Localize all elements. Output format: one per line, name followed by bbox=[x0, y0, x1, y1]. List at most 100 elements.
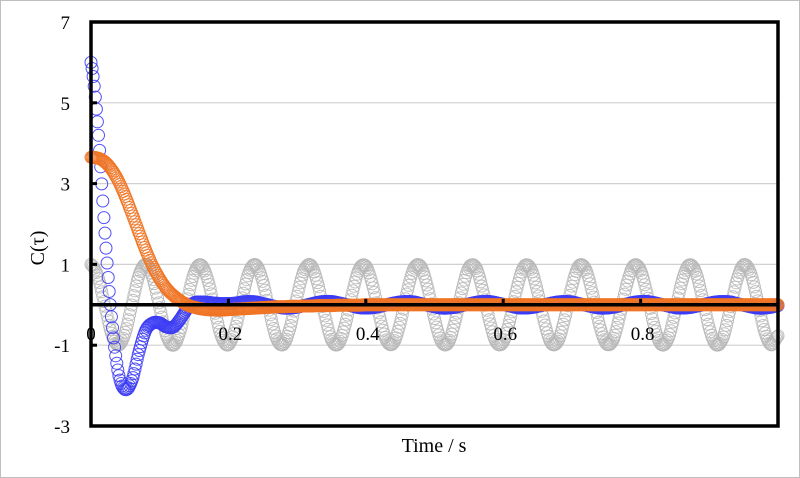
data-point-marker bbox=[511, 276, 525, 290]
data-point-marker bbox=[107, 331, 120, 345]
data-point-marker bbox=[402, 278, 416, 292]
data-point-marker bbox=[115, 334, 129, 348]
data-point-marker bbox=[197, 262, 211, 275]
data-point-marker bbox=[340, 313, 353, 327]
data-point-marker bbox=[92, 128, 105, 142]
data-point-marker bbox=[566, 275, 580, 289]
data-point-marker bbox=[90, 115, 104, 129]
data-point-marker bbox=[415, 261, 429, 275]
x-tick-labels: 0 0.2 0.4 0.6 0.8 bbox=[86, 324, 654, 345]
data-point-marker bbox=[457, 277, 470, 291]
data-point-marker bbox=[87, 79, 101, 93]
data-point-marker bbox=[664, 324, 678, 338]
series-gray-cosine bbox=[84, 257, 785, 352]
x-axis-title: Time / s bbox=[402, 435, 467, 457]
data-point-marker bbox=[123, 308, 137, 322]
data-point-marker bbox=[327, 336, 341, 350]
data-point-marker bbox=[430, 320, 444, 334]
data-point-marker bbox=[97, 295, 111, 308]
data-point-marker bbox=[112, 369, 126, 383]
data-point-marker bbox=[203, 282, 217, 296]
x-tick-label: 0 bbox=[86, 324, 96, 345]
data-point-marker bbox=[626, 259, 640, 273]
data-point-marker bbox=[694, 284, 708, 298]
data-point-marker bbox=[95, 285, 109, 299]
data-point-marker bbox=[755, 314, 769, 328]
data-point-marker bbox=[331, 337, 345, 351]
data-point-marker bbox=[421, 282, 435, 296]
data-point-marker bbox=[128, 362, 142, 376]
data-point-marker bbox=[611, 316, 625, 330]
data-point-marker bbox=[299, 261, 313, 274]
data-point-marker bbox=[245, 259, 259, 273]
data-point-marker bbox=[392, 320, 406, 334]
data-point-marker bbox=[619, 282, 633, 296]
data-point-marker bbox=[658, 337, 672, 351]
data-point-marker bbox=[129, 279, 143, 293]
data-point-marker bbox=[110, 356, 124, 370]
x-tick-label: 0.6 bbox=[493, 324, 517, 345]
data-point-marker bbox=[380, 335, 394, 349]
data-point-marker bbox=[122, 313, 136, 327]
data-point-marker bbox=[447, 319, 461, 333]
y-tick-label: 3 bbox=[61, 175, 71, 196]
data-point-marker bbox=[265, 317, 279, 331]
data-point-marker bbox=[320, 318, 334, 332]
data-point-marker bbox=[394, 312, 408, 326]
y-tick-label: 1 bbox=[61, 255, 71, 276]
data-point-marker bbox=[692, 275, 706, 289]
y-tick-label: 5 bbox=[61, 94, 71, 115]
data-point-marker bbox=[584, 281, 598, 295]
data-point-marker bbox=[106, 321, 119, 335]
data-point-marker bbox=[258, 283, 272, 297]
data-point-marker bbox=[291, 285, 305, 299]
data-point-marker bbox=[721, 314, 734, 328]
data-point-marker bbox=[249, 258, 263, 272]
data-point-marker bbox=[348, 275, 362, 289]
data-point-marker bbox=[645, 312, 659, 326]
data-point-marker bbox=[284, 319, 298, 332]
data-point-marker bbox=[462, 261, 476, 275]
data-point-marker bbox=[385, 338, 399, 352]
data-point-marker bbox=[292, 280, 306, 294]
x-tick-label: 0.4 bbox=[356, 324, 380, 345]
data-point-marker bbox=[99, 241, 113, 255]
data-point-marker bbox=[152, 296, 166, 310]
data-point-marker bbox=[530, 280, 543, 294]
data-point-marker bbox=[97, 211, 111, 225]
data-point-marker bbox=[720, 318, 733, 332]
data-point-marker bbox=[746, 275, 760, 289]
data-point-marker bbox=[583, 277, 597, 291]
data-point-marker bbox=[257, 278, 271, 292]
data-point-marker bbox=[238, 282, 251, 296]
data-point-marker bbox=[119, 322, 133, 336]
data-point-marker bbox=[769, 332, 783, 346]
data-point-marker bbox=[606, 334, 620, 348]
y-tick-label: -1 bbox=[54, 336, 70, 357]
data-point-marker bbox=[111, 363, 125, 377]
data-point-marker bbox=[102, 285, 116, 298]
plot-area-border bbox=[89, 20, 780, 428]
data-point-marker bbox=[403, 274, 417, 288]
data-point-marker bbox=[637, 274, 651, 287]
data-point-marker bbox=[128, 284, 142, 298]
data-point-marker bbox=[673, 281, 687, 295]
data-point-marker bbox=[248, 258, 262, 271]
data-point-marker bbox=[718, 323, 732, 337]
data-point-marker bbox=[555, 321, 569, 335]
y-tick-label: -3 bbox=[54, 417, 70, 438]
data-point-marker bbox=[393, 316, 407, 330]
data-point-marker bbox=[747, 280, 761, 294]
data-point-marker bbox=[638, 278, 652, 292]
data-point-marker bbox=[735, 261, 748, 274]
x-tick-label: 0.8 bbox=[631, 324, 655, 345]
data-point-marker bbox=[565, 279, 579, 293]
data-point-marker bbox=[86, 70, 100, 83]
data-point-marker bbox=[366, 281, 380, 295]
data-point-marker bbox=[521, 258, 535, 272]
data-point-marker bbox=[715, 333, 729, 346]
data-point-marker bbox=[100, 256, 114, 270]
data-point-marker bbox=[167, 338, 181, 352]
data-point-marker bbox=[448, 315, 462, 329]
data-point-marker bbox=[509, 285, 523, 299]
